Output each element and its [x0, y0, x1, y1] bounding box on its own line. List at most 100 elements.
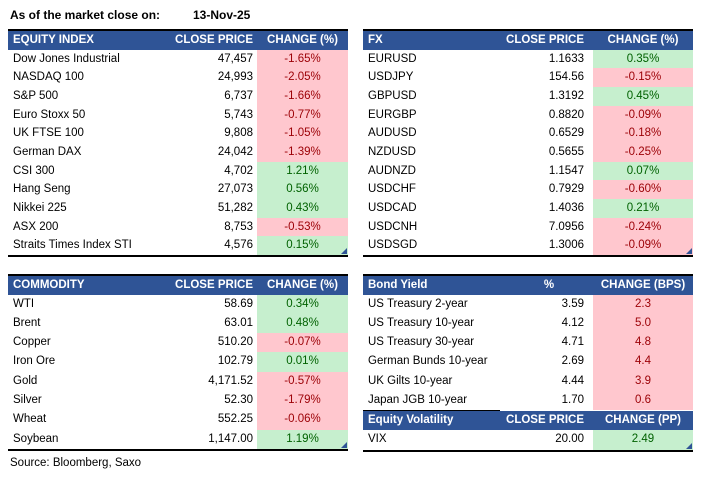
- table-row: Wheat 552.25 -0.06%: [8, 410, 348, 430]
- table-row: CSI 300 4,702 1.21%: [8, 161, 348, 181]
- table-row: Iron Ore 102.79 0.01%: [8, 352, 348, 372]
- commodity-header-row: COMMODITY CLOSE PRICE CHANGE (%): [8, 275, 348, 295]
- table-row: Euro Stoxx 50 5,743 -0.77%: [8, 105, 348, 125]
- close-price: 0.7929: [548, 183, 584, 196]
- instrument-name: AUDUSD: [368, 127, 417, 140]
- instrument-name: UK FTSE 100: [13, 127, 84, 140]
- table-row: Dow Jones Industrial 47,457 -1.65%: [8, 49, 348, 69]
- table-row: NASDAQ 100 24,993 -2.05%: [8, 68, 348, 87]
- close-price: 1.1633: [548, 52, 584, 65]
- close-price: 24,042: [217, 145, 253, 158]
- column-header-close-price: CLOSE PRICE: [506, 414, 584, 427]
- close-price: 47,457: [217, 52, 253, 65]
- table-row: USDSGD 1.3006 -0.09%: [363, 236, 693, 256]
- close-price: 154.56: [548, 71, 584, 84]
- close-price: 6,737: [224, 89, 253, 102]
- table-row: GBPUSD 1.3192 0.45%: [363, 86, 693, 106]
- column-header-bond-yield: Bond Yield: [368, 278, 428, 291]
- instrument-name: UK Gilts 10-year: [368, 374, 453, 387]
- table-row: US Treasury 30-year 4.71 4.8: [363, 333, 693, 353]
- equity-volatility-header-row: Equity Volatility CLOSE PRICE CHANGE (PP…: [363, 411, 693, 431]
- table-row: German DAX 24,042 -1.39%: [8, 142, 348, 162]
- table-row: NZDUSD 0.5655 -0.25%: [363, 142, 693, 162]
- instrument-name: Gold: [13, 374, 38, 387]
- yield-percent: 3.59: [561, 297, 584, 310]
- column-header-change-pct: CHANGE (%): [607, 33, 679, 46]
- table-row: ASX 200 8,753 -0.53%: [8, 217, 348, 237]
- table-row: USDJPY 154.56 -0.15%: [363, 68, 693, 87]
- instrument-name: USDCHF: [368, 183, 416, 196]
- close-price: 1.3192: [548, 89, 584, 102]
- change-value: 2.49: [593, 430, 693, 450]
- table-resize-handle-icon[interactable]: [686, 442, 692, 449]
- column-header-change-pp: CHANGE (PP): [604, 414, 682, 427]
- table-row: US Treasury 2-year 3.59 2.3: [363, 294, 693, 314]
- close-price: 8,753: [224, 220, 253, 233]
- instrument-name: German Bunds 10-year: [368, 355, 488, 368]
- instrument-name: EURUSD: [368, 52, 417, 65]
- table-row: Gold 4,171.52 -0.57%: [8, 371, 348, 391]
- change-value: -1.39%: [257, 142, 348, 162]
- change-value: 0.6: [593, 390, 693, 411]
- change-value: -0.60%: [593, 180, 693, 199]
- table-row: VIX 20.00 2.49: [363, 430, 693, 450]
- change-value: 1.19%: [257, 429, 348, 449]
- column-header-commodity: COMMODITY: [13, 278, 85, 291]
- column-header-change-pct: CHANGE (%): [267, 33, 338, 46]
- close-price: 63.01: [224, 316, 253, 329]
- close-price: 51,282: [217, 202, 253, 214]
- change-value: 0.45%: [593, 86, 693, 106]
- instrument-name: Euro Stoxx 50: [13, 108, 86, 121]
- instrument-name: Straits Times Index STI: [13, 239, 132, 252]
- change-value: -1.05%: [257, 124, 348, 143]
- table-resize-handle-icon[interactable]: [686, 248, 692, 255]
- instrument-name: Brent: [13, 316, 41, 329]
- equity-index-header-row: EQUITY INDEX CLOSE PRICE CHANGE (%): [8, 30, 348, 50]
- bond-yield-header-row: Bond Yield % CHANGE (BPS): [363, 275, 693, 295]
- change-value: -0.07%: [257, 333, 348, 353]
- instrument-name: USDCNH: [368, 220, 418, 233]
- change-value: -0.53%: [257, 217, 348, 237]
- table-row: Silver 52.30 -1.79%: [8, 390, 348, 411]
- change-value: 4.4: [593, 352, 693, 372]
- table-row: USDCHF 0.7929 -0.60%: [363, 180, 693, 199]
- change-value: -0.06%: [257, 410, 348, 430]
- table-row: Japan JGB 10-year 1.70 0.6: [363, 390, 693, 411]
- equity-index-table: EQUITY INDEX CLOSE PRICE CHANGE (%) Dow …: [8, 28, 348, 258]
- column-header-close-price: CLOSE PRICE: [175, 33, 253, 46]
- close-price: 510.20: [217, 336, 253, 349]
- change-value: 5.0: [593, 313, 693, 334]
- table-resize-handle-icon[interactable]: [341, 248, 347, 255]
- instrument-name: USDJPY: [368, 71, 414, 84]
- market-close-date: 13-Nov-25: [193, 8, 251, 22]
- change-value: -2.05%: [257, 68, 348, 87]
- column-header-equity-index: EQUITY INDEX: [13, 33, 94, 46]
- close-price: 0.5655: [548, 145, 584, 158]
- close-price: 1.3006: [548, 239, 584, 252]
- instrument-name: Dow Jones Industrial: [13, 52, 120, 65]
- as-of-label: As of the market close on:: [10, 8, 161, 22]
- column-header-percent: %: [543, 278, 555, 291]
- change-value: -0.25%: [593, 142, 693, 162]
- close-price: 0.8820: [548, 108, 584, 121]
- close-price: 1.1547: [548, 164, 584, 177]
- change-value: 0.15%: [257, 236, 348, 256]
- change-value: 0.01%: [257, 352, 348, 372]
- table-row: US Treasury 10-year 4.12 5.0: [363, 313, 693, 334]
- instrument-name: US Treasury 30-year: [368, 336, 475, 349]
- instrument-name: Iron Ore: [13, 355, 56, 368]
- instrument-name: USDSGD: [368, 239, 418, 252]
- table-resize-handle-icon[interactable]: [341, 441, 347, 448]
- change-value: -0.24%: [593, 217, 693, 237]
- close-price: 1,147.00: [208, 432, 253, 445]
- table-row: EURUSD 1.1633 0.35%: [363, 49, 693, 69]
- close-price: 58.69: [224, 297, 253, 310]
- change-value: -0.09%: [593, 236, 693, 256]
- table-row: AUDNZD 1.1547 0.07%: [363, 161, 693, 181]
- close-price: 5,743: [224, 108, 253, 121]
- table-row: Copper 510.20 -0.07%: [8, 333, 348, 353]
- instrument-name: US Treasury 2-year: [368, 297, 468, 310]
- column-header-change-pct: CHANGE (%): [267, 278, 338, 291]
- instrument-name: Hang Seng: [13, 183, 71, 196]
- table-row: Hang Seng 27,073 0.56%: [8, 180, 348, 199]
